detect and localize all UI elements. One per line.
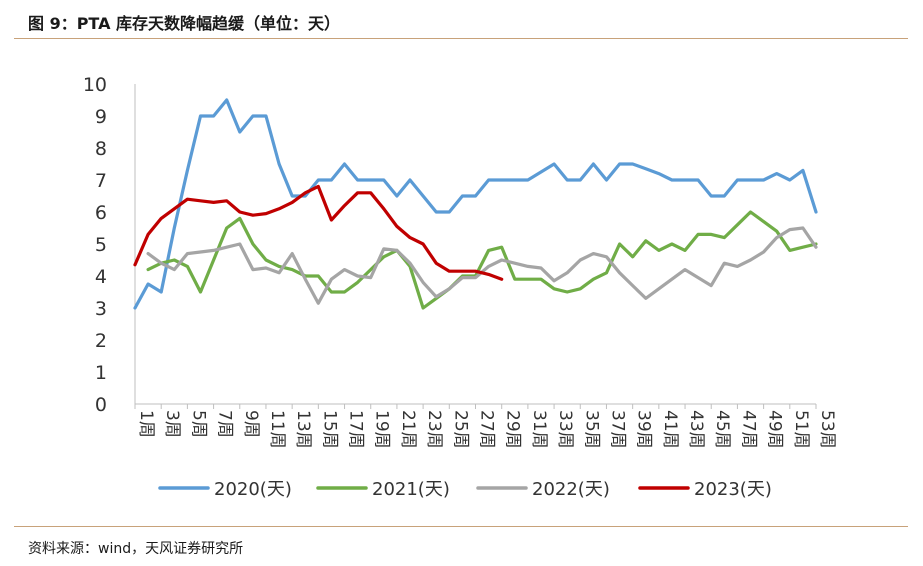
- y-tick-label: 8: [95, 138, 107, 160]
- x-tick-label: 41周: [660, 410, 680, 449]
- x-tick-label: 25周: [450, 410, 470, 449]
- x-tick-label: 33周: [555, 410, 575, 449]
- x-tick-label: 3周: [162, 410, 182, 438]
- x-tick-label: 11周: [267, 410, 287, 449]
- x-tick-label: 39周: [634, 410, 654, 449]
- legend-label-0: 2020(天): [214, 479, 292, 500]
- y-tick-label: 5: [95, 234, 107, 256]
- x-tick-label: 53周: [817, 410, 837, 449]
- x-tick-label: 47周: [738, 410, 758, 449]
- series-line-3: [133, 184, 504, 281]
- x-tick-label: 23周: [424, 410, 444, 449]
- y-tick-label: 9: [95, 106, 107, 128]
- y-tick-label: 2: [95, 330, 107, 352]
- x-tick-label: 13周: [293, 410, 313, 449]
- x-tick-label: 21周: [398, 410, 418, 449]
- x-tick-label: 35周: [581, 410, 601, 449]
- x-tick-label: 15周: [319, 410, 339, 449]
- x-tick-label: 51周: [791, 410, 811, 449]
- series-lines: [133, 98, 818, 310]
- line-chart: 0 1 2 3 4 5 6 7 8 9 10 1周 3周 5周 7周 9周 11周 13周 15周 17周 19周 21…: [83, 74, 837, 500]
- x-tick-label: 29周: [503, 410, 523, 449]
- x-tick-label: 37周: [607, 410, 627, 449]
- x-tick-label: 19周: [372, 410, 392, 449]
- series-line-0: [133, 98, 818, 310]
- y-axis-ticks: 0 1 2 3 4 5 6 7 8 9 10: [83, 74, 107, 416]
- y-tick-label: 10: [83, 74, 107, 96]
- y-tick-label: 6: [95, 202, 107, 224]
- x-tick-label: 27周: [477, 410, 497, 449]
- x-tick-label: 17周: [346, 410, 366, 449]
- x-tick-label: 5周: [188, 410, 208, 438]
- chart-title: 图 9：PTA 库存天数降幅趋缓（单位：天）: [28, 14, 341, 33]
- bottom-divider: [14, 526, 908, 527]
- legend-label-2: 2022(天): [532, 479, 610, 500]
- legend-label-3: 2023(天): [694, 479, 772, 500]
- top-divider: [14, 38, 908, 39]
- y-tick-label: 0: [95, 394, 107, 416]
- y-tick-label: 7: [95, 170, 107, 192]
- legend-label-1: 2021(天): [372, 479, 450, 500]
- x-tick-label: 45周: [712, 410, 732, 449]
- y-tick-label: 4: [95, 266, 107, 288]
- series-line-1: [146, 210, 818, 310]
- x-tick-label: 7周: [215, 410, 235, 438]
- x-axis-ticks: 1周 3周 5周 7周 9周 11周 13周 15周 17周 19周 21周 23周 25周 27周 29周…: [134, 404, 837, 449]
- y-tick-label: 3: [95, 298, 107, 320]
- x-tick-label: 9周: [241, 410, 261, 438]
- x-tick-label: 31周: [529, 410, 549, 449]
- source-note: 资料来源：wind，天风证券研究所: [28, 541, 244, 557]
- chart-legend: 2020(天) 2021(天) 2022(天) 2023(天): [158, 479, 772, 500]
- y-tick-label: 1: [95, 362, 107, 384]
- x-tick-label: 43周: [686, 410, 706, 449]
- x-tick-label: 1周: [136, 410, 156, 438]
- x-tick-label: 49周: [765, 410, 785, 449]
